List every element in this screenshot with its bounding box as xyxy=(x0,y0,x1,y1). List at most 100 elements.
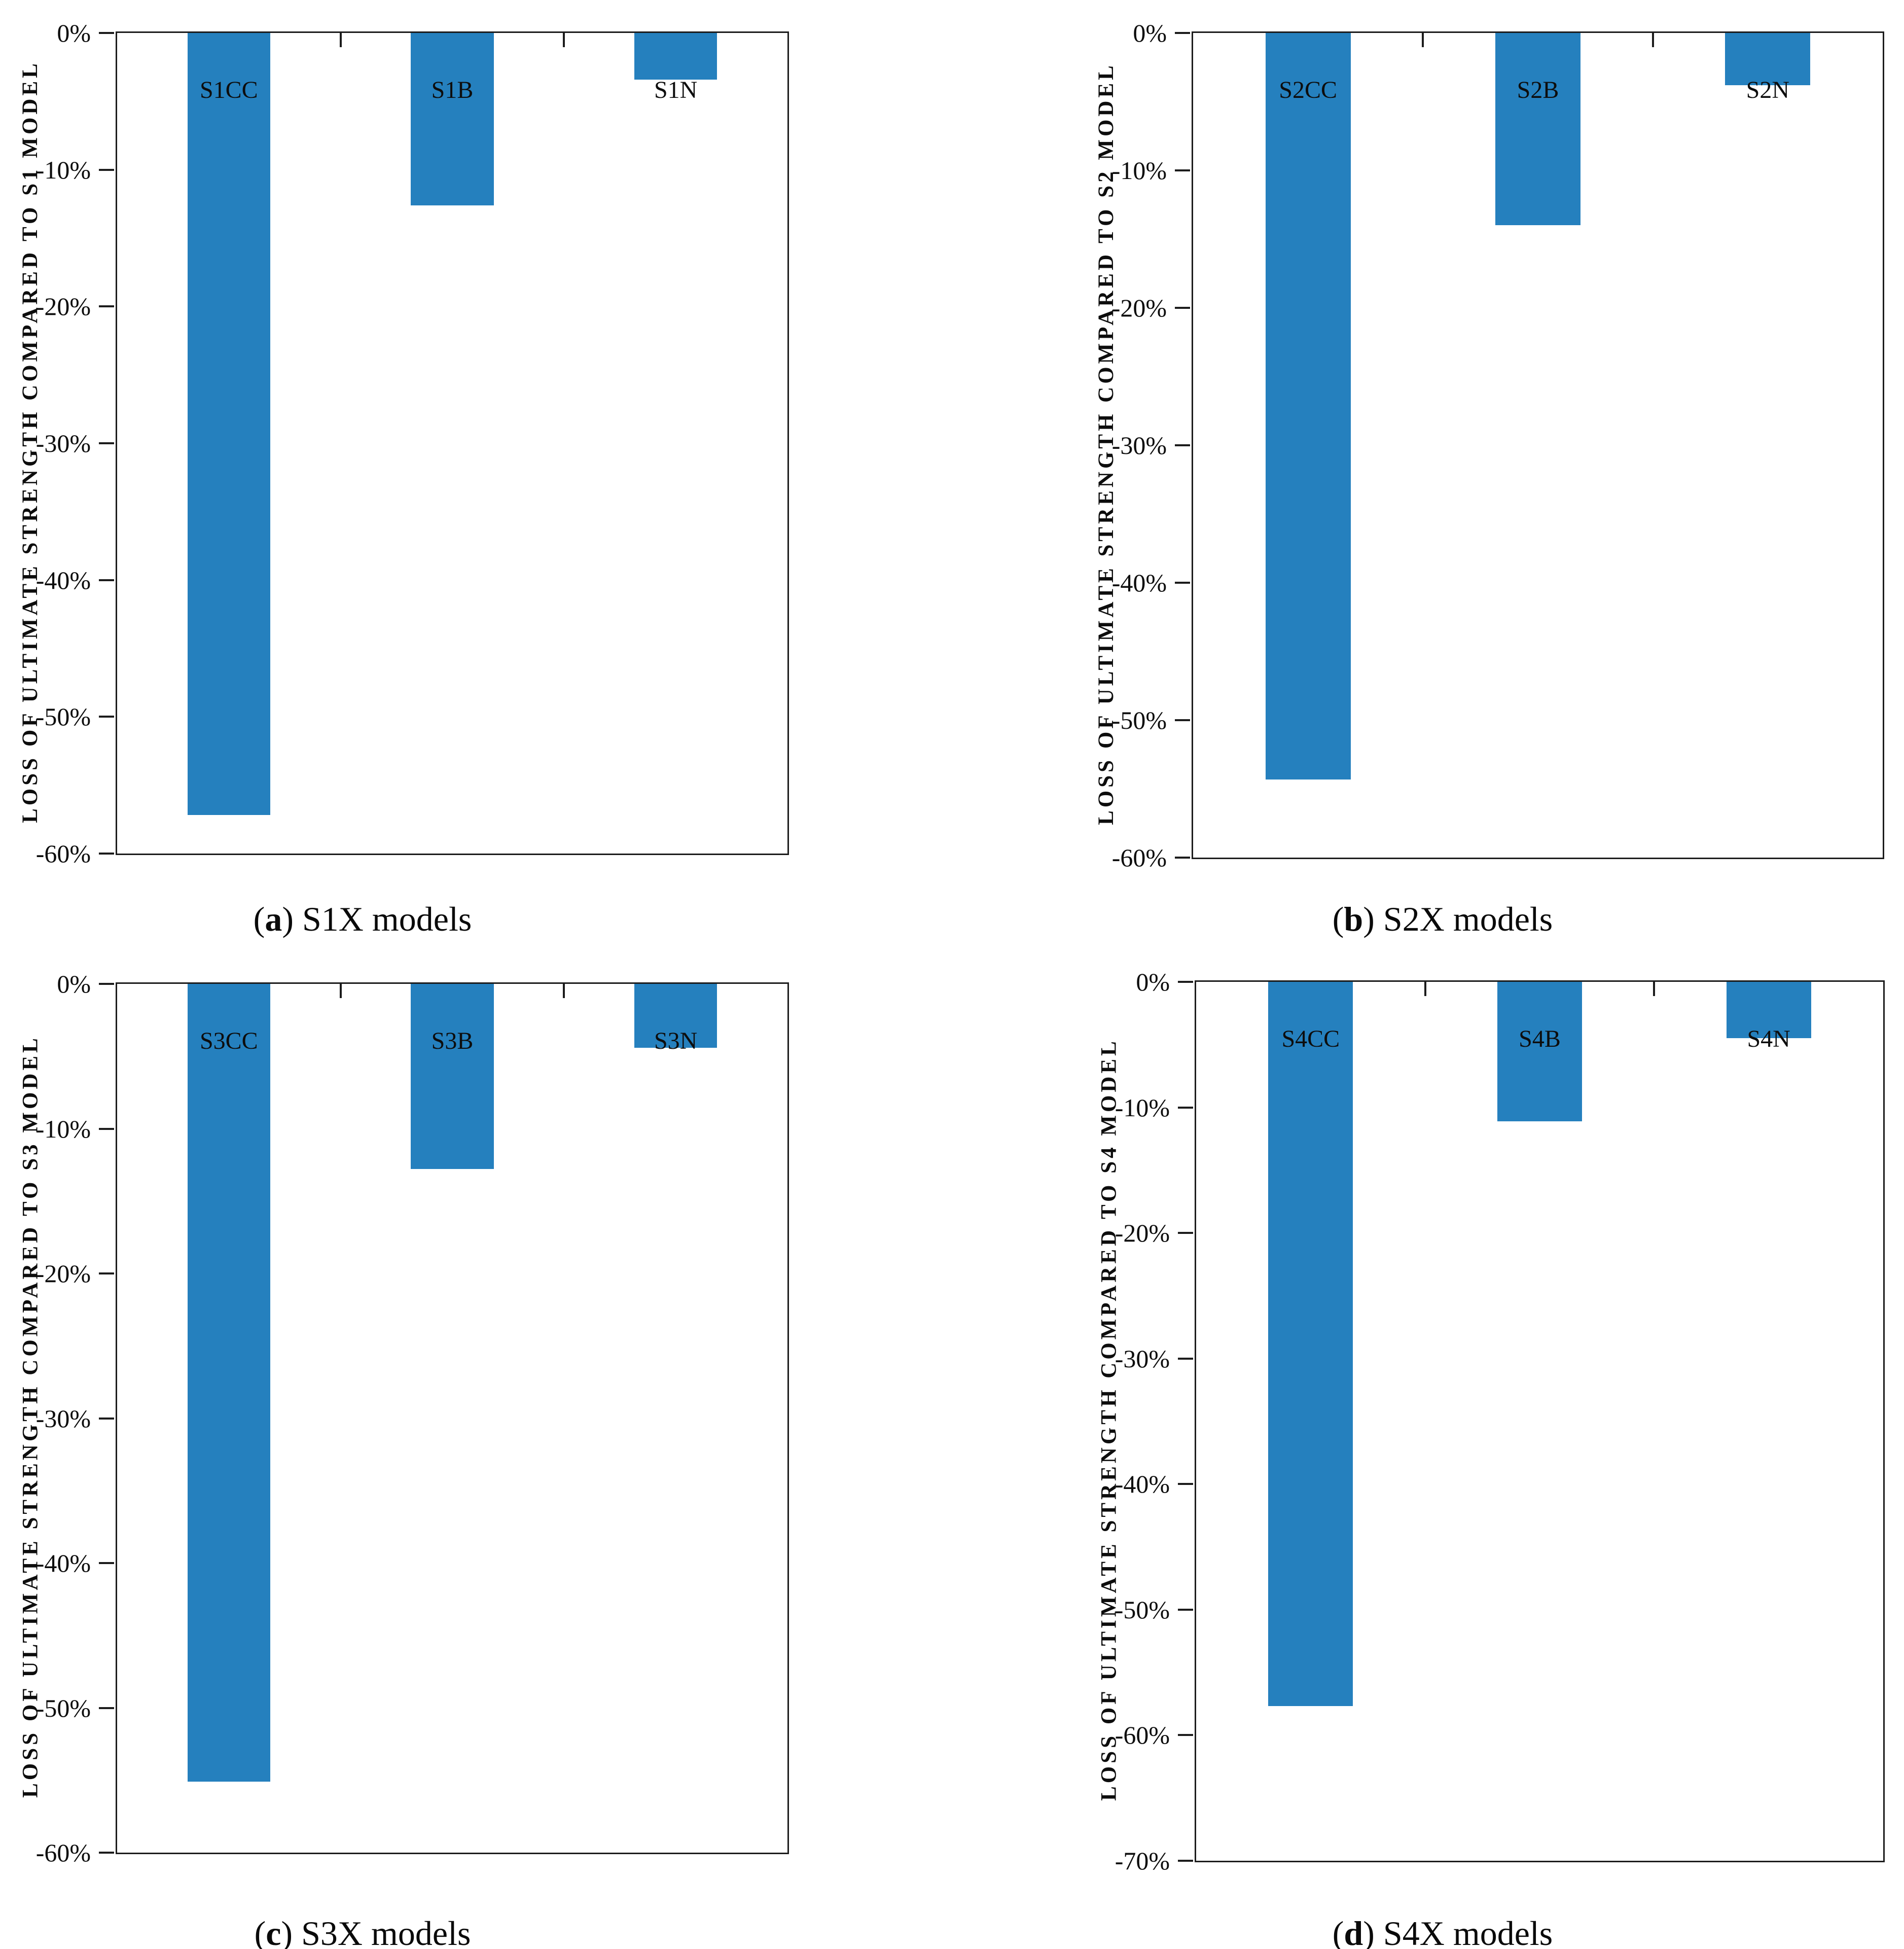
caption-letter: c xyxy=(266,1914,281,1949)
y-axis-tick xyxy=(99,1562,114,1564)
bar-s2cc xyxy=(1265,33,1351,779)
bar-s4b xyxy=(1497,982,1583,1121)
caption-letter: b xyxy=(1344,900,1363,938)
caption-paren-close: ) xyxy=(282,900,294,938)
y-axis-tick-label: -60% xyxy=(35,1838,91,1867)
bar-s1cc xyxy=(187,33,270,816)
plot-area: 0% -10% -20% -30% -40% -50% -60% -70% S4CC S4B S4N xyxy=(1115,968,1885,1875)
bar-s4n xyxy=(1726,982,1811,1039)
y-axis-tick xyxy=(99,442,114,444)
plot-area: 0% -10% -20% -30% -40% -50% -60% S2CC S2B S2N xyxy=(1112,19,1884,872)
y-axis-tick-label: -50% xyxy=(1111,706,1167,734)
bar-s1b xyxy=(411,33,494,205)
y-axis-tick-label: -20% xyxy=(35,1259,91,1288)
caption-letter: d xyxy=(1344,1914,1363,1949)
y-axis-tick-label: -40% xyxy=(35,1549,91,1577)
y-axis-tick xyxy=(99,983,114,985)
x-axis-tick xyxy=(1422,33,1424,47)
y-axis-tick-label: -30% xyxy=(1111,431,1167,459)
chart-caption: (c) S3X models xyxy=(160,1908,565,1949)
caption-text: S3X models xyxy=(301,1914,471,1949)
y-axis-tick xyxy=(99,1707,114,1709)
y-axis-tick xyxy=(99,853,114,855)
y-axis-tick-label: -50% xyxy=(35,1693,91,1722)
y-axis-tick-label: 0% xyxy=(57,19,91,47)
y-axis-tick-label: 0% xyxy=(1133,19,1167,47)
chart-caption: (b) S2X models xyxy=(1240,894,1645,944)
bar-label-s4n: S4N xyxy=(1747,1025,1790,1052)
y-axis-tick xyxy=(1178,1357,1193,1360)
plot-area: 0% -10% -20% -30% -40% -50% -60% S3CC S3B S3N xyxy=(36,970,789,1867)
y-axis-tick xyxy=(99,1852,114,1854)
bar-label-s1n: S1N xyxy=(654,77,698,103)
y-axis-tick-label: -50% xyxy=(35,702,91,731)
caption-paren-open: ( xyxy=(253,900,265,938)
y-axis-tick-label: -20% xyxy=(1115,1219,1170,1248)
bar-label-s2cc: S2CC xyxy=(1279,77,1338,103)
x-axis-tick xyxy=(1653,982,1656,996)
y-axis-tick xyxy=(99,1127,114,1130)
y-axis-tick-label: -20% xyxy=(1111,294,1167,322)
bar-label-s1b: S1B xyxy=(431,77,474,103)
bar-s4cc xyxy=(1268,982,1353,1707)
y-axis-tick xyxy=(1178,1106,1193,1109)
y-axis-tick xyxy=(1175,32,1190,34)
caption-paren-close: ) xyxy=(1363,1914,1375,1949)
caption-paren-close: ) xyxy=(1363,900,1375,938)
x-axis-tick xyxy=(1424,982,1426,996)
bar-label-s1cc: S1CC xyxy=(199,77,258,103)
caption-paren-open: ( xyxy=(1332,1914,1344,1949)
bar-s3n xyxy=(634,984,717,1048)
caption-paren-open: ( xyxy=(254,1914,266,1949)
bar-label-s4b: S4B xyxy=(1519,1025,1561,1052)
caption-text: S4X models xyxy=(1383,1914,1553,1949)
y-axis-tick-label: -10% xyxy=(1115,1093,1170,1122)
x-axis-tick xyxy=(1651,33,1654,47)
y-axis-tick xyxy=(1178,981,1193,983)
chart-caption: (a) S1X models xyxy=(160,894,565,944)
y-axis-tick xyxy=(99,168,114,171)
y-axis-tick xyxy=(99,579,114,581)
y-axis-tick xyxy=(1175,169,1190,171)
x-axis-tick xyxy=(339,33,342,47)
y-axis-tick xyxy=(99,32,114,34)
bar-label-s2n: S2N xyxy=(1746,77,1789,103)
y-axis-tick-label: -40% xyxy=(35,565,91,594)
caption-paren-close: ) xyxy=(281,1914,293,1949)
y-axis-tick-label: 0% xyxy=(1136,968,1170,996)
x-axis-tick xyxy=(563,984,565,998)
y-axis-tick-label: -30% xyxy=(35,429,91,457)
caption-text: S1X models xyxy=(302,900,472,938)
y-axis-tick xyxy=(1178,1860,1193,1862)
bar-label-s3b: S3B xyxy=(431,1027,474,1054)
bar-s3cc xyxy=(187,984,270,1782)
y-axis-tick xyxy=(1175,719,1190,721)
y-axis-tick-label: -50% xyxy=(1115,1595,1170,1624)
y-axis-tick-label: -40% xyxy=(1115,1470,1170,1499)
y-axis-tick xyxy=(1178,1608,1193,1611)
y-axis-tick xyxy=(99,716,114,718)
y-axis-tick-label: -40% xyxy=(1111,569,1167,597)
bar-label-s3cc: S3CC xyxy=(199,1027,258,1054)
y-axis-tick-label: -20% xyxy=(35,292,91,321)
plot-area: 0% -10% -20% -30% -40% -50% -60% S1CC S1B S1N xyxy=(36,19,789,868)
y-axis-tick-label: -10% xyxy=(1111,156,1167,185)
y-axis-tick xyxy=(1175,582,1190,584)
y-axis-tick xyxy=(99,1272,114,1274)
y-axis-tick xyxy=(1178,1232,1193,1234)
y-axis-tick-label: -70% xyxy=(1115,1847,1170,1875)
bar-s2n xyxy=(1725,33,1811,85)
x-axis-tick xyxy=(339,984,342,998)
y-axis-tick-label: 0% xyxy=(57,970,91,998)
bar-s2b xyxy=(1495,33,1580,226)
caption-letter: a xyxy=(265,900,282,938)
y-axis-tick-label: -60% xyxy=(1115,1721,1170,1750)
y-axis-tick xyxy=(1175,307,1190,309)
bar-s1n xyxy=(634,33,717,80)
bar-label-s4cc: S4CC xyxy=(1281,1025,1340,1052)
y-axis-tick xyxy=(99,305,114,308)
y-axis-tick-label: -30% xyxy=(1115,1344,1170,1373)
y-axis-tick xyxy=(1175,444,1190,446)
y-axis-tick-label: -60% xyxy=(1111,843,1167,872)
